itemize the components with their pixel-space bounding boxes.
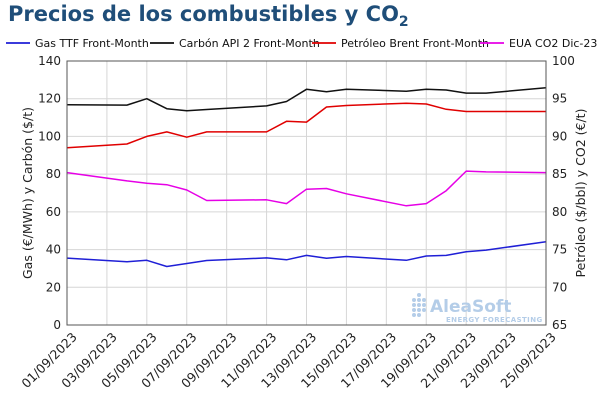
legend-label: EUA CO2 Dic-23: [509, 37, 597, 50]
y-axis-label: Gas (€/MWh) y Carbón ($/t): [20, 107, 35, 279]
y2-tick-label: 75: [552, 243, 567, 257]
series-line-4: [66, 170, 547, 207]
series-line-1: [66, 241, 547, 268]
y-tick-label: 0: [53, 318, 61, 332]
y2-tick-label: 100: [552, 54, 575, 68]
x-axis: 01/09/202303/09/202305/09/202307/09/2023…: [18, 329, 559, 391]
plot-frame: [66, 60, 547, 326]
y-axis-right: 65 70 75 80 85 90 95 100: [552, 54, 575, 332]
watermark-brand: AleaSoft: [430, 297, 511, 317]
legend-label: Gas TTF Front-Month: [35, 37, 149, 50]
chart-title: Precios de los combustibles y CO2: [8, 2, 409, 30]
y-tick-label: 20: [46, 280, 61, 294]
y2-axis-label: Petróleo ($/bbl) y CO2 (€/t): [573, 109, 588, 278]
aleasoft-watermark: AleaSoft ENERGY FORECASTING: [412, 293, 543, 324]
y-tick-label: 100: [38, 129, 61, 143]
y2-tick-label: 70: [552, 280, 567, 294]
y-tick-label: 60: [46, 205, 61, 219]
series-line-2: [66, 87, 547, 112]
legend: Gas TTF Front-Month Carbón API 2 Front-Mo…: [6, 37, 597, 50]
aleasoft-logo-icon: [412, 293, 426, 317]
y2-tick-label: 85: [552, 167, 567, 181]
y2-tick-label: 80: [552, 205, 567, 219]
y-tick-label: 80: [46, 167, 61, 181]
chart-title-main: Precios de los combustibles y CO: [8, 2, 399, 26]
legend-label: Petróleo Brent Front-Month: [341, 37, 489, 50]
y2-tick-label: 65: [552, 318, 567, 332]
watermark-tagline: ENERGY FORECASTING: [446, 316, 543, 324]
y-tick-label: 120: [38, 92, 61, 106]
y-tick-label: 40: [46, 243, 61, 257]
y-tick-label: 140: [38, 54, 61, 68]
series-line-3: [66, 102, 546, 149]
series-lines: [66, 87, 547, 268]
y2-tick-label: 90: [552, 129, 567, 143]
y2-tick-label: 95: [552, 92, 567, 106]
chart-title-subscript: 2: [398, 14, 409, 31]
y-axis-left: 0 20 40 60 80 100 120 140: [38, 54, 61, 332]
legend-label: Carbón API 2 Front-Month: [179, 37, 320, 50]
